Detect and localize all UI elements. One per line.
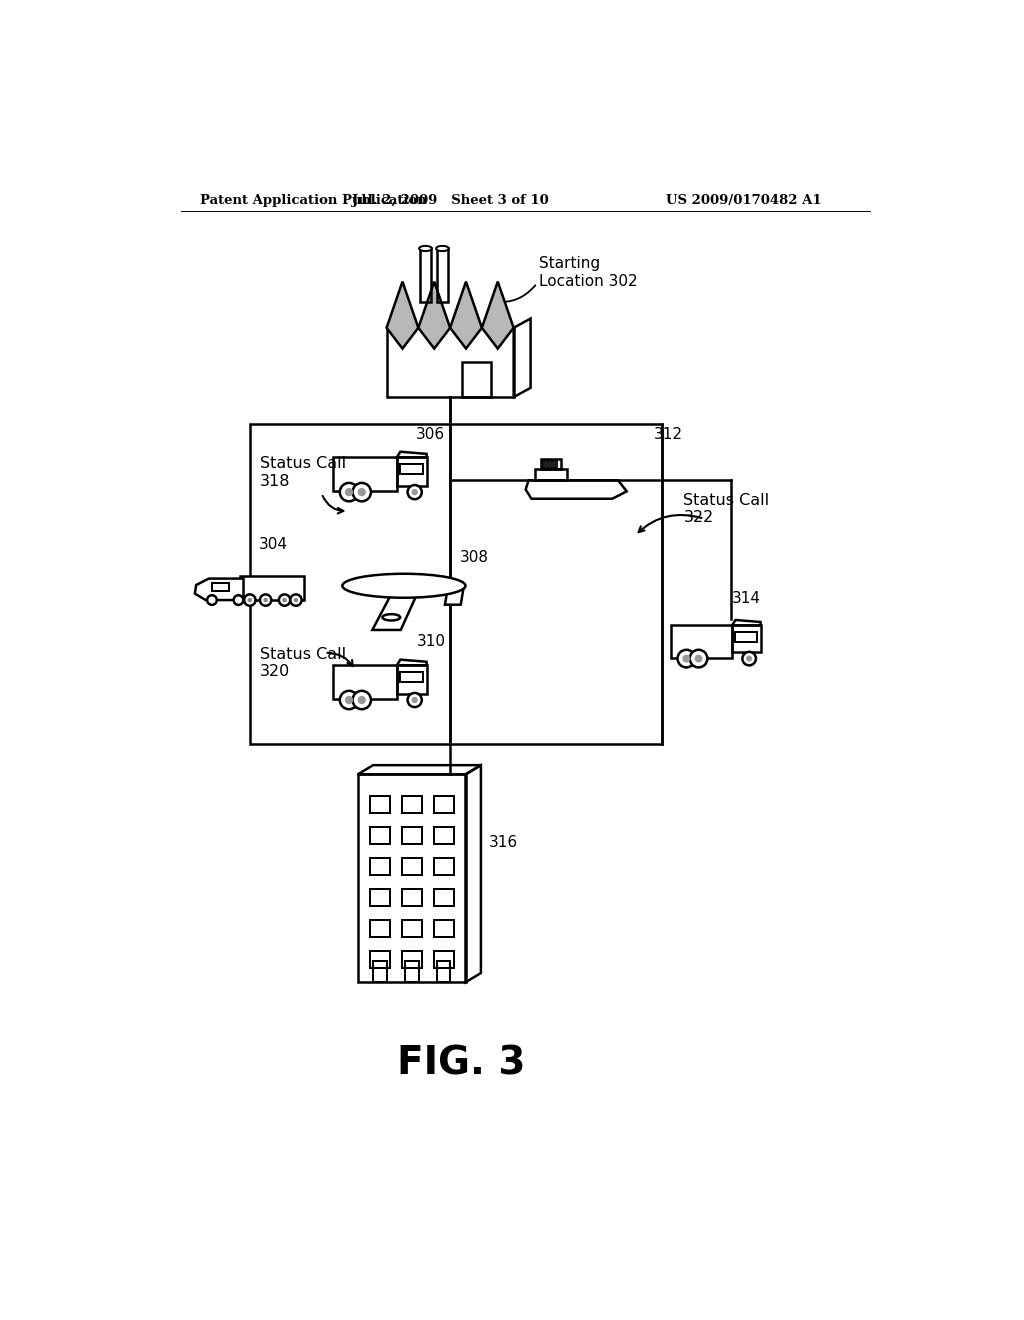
Bar bbox=[433, 890, 454, 907]
Circle shape bbox=[352, 483, 371, 502]
Circle shape bbox=[345, 488, 353, 496]
Bar bbox=[547, 461, 549, 467]
Bar bbox=[212, 583, 229, 591]
Bar bbox=[370, 828, 390, 845]
Ellipse shape bbox=[382, 614, 400, 620]
Bar bbox=[433, 952, 454, 969]
Circle shape bbox=[352, 690, 371, 709]
Bar bbox=[735, 632, 757, 642]
Circle shape bbox=[260, 594, 271, 606]
Bar bbox=[373, 961, 387, 982]
Bar bbox=[387, 327, 514, 397]
Text: Patent Application Publication: Patent Application Publication bbox=[200, 194, 427, 207]
Text: Starting
Location 302: Starting Location 302 bbox=[539, 256, 637, 289]
Bar bbox=[333, 458, 397, 491]
Circle shape bbox=[746, 656, 753, 661]
Circle shape bbox=[690, 649, 708, 668]
Bar bbox=[551, 461, 553, 467]
Polygon shape bbox=[451, 281, 482, 348]
Polygon shape bbox=[373, 589, 420, 630]
Polygon shape bbox=[387, 281, 419, 348]
Text: 312: 312 bbox=[654, 426, 683, 442]
Circle shape bbox=[207, 595, 217, 605]
Circle shape bbox=[742, 652, 756, 665]
Bar bbox=[436, 961, 451, 982]
Circle shape bbox=[345, 696, 353, 704]
Text: 310: 310 bbox=[417, 635, 445, 649]
Ellipse shape bbox=[342, 574, 466, 598]
Bar bbox=[671, 626, 732, 657]
Circle shape bbox=[408, 693, 422, 708]
Bar bbox=[401, 828, 422, 845]
Circle shape bbox=[412, 488, 418, 495]
Bar bbox=[541, 459, 561, 469]
Bar bbox=[543, 461, 545, 467]
Bar bbox=[397, 665, 427, 693]
Bar bbox=[400, 465, 423, 474]
Text: 314: 314 bbox=[732, 591, 761, 606]
Polygon shape bbox=[445, 586, 464, 605]
Circle shape bbox=[412, 697, 418, 704]
Bar bbox=[370, 952, 390, 969]
Bar bbox=[370, 920, 390, 937]
Ellipse shape bbox=[436, 246, 449, 251]
Bar bbox=[420, 248, 431, 302]
Bar bbox=[400, 672, 423, 682]
Bar bbox=[433, 828, 454, 845]
Circle shape bbox=[248, 598, 252, 602]
Bar bbox=[397, 458, 427, 486]
Bar bbox=[370, 796, 390, 813]
Bar bbox=[250, 424, 662, 743]
Circle shape bbox=[678, 649, 695, 668]
Circle shape bbox=[279, 594, 290, 606]
Text: 316: 316 bbox=[488, 834, 518, 850]
Ellipse shape bbox=[419, 246, 432, 251]
Bar bbox=[401, 952, 422, 969]
Bar bbox=[401, 890, 422, 907]
Polygon shape bbox=[419, 281, 451, 348]
Circle shape bbox=[694, 655, 702, 663]
Bar bbox=[333, 665, 397, 700]
Text: US 2009/0170482 A1: US 2009/0170482 A1 bbox=[666, 194, 821, 207]
Bar bbox=[401, 796, 422, 813]
Text: FIG. 3: FIG. 3 bbox=[397, 1044, 526, 1082]
Bar bbox=[732, 626, 761, 652]
Bar bbox=[241, 576, 303, 601]
Text: Status Call
318: Status Call 318 bbox=[260, 457, 346, 488]
Circle shape bbox=[263, 598, 268, 602]
Text: 304: 304 bbox=[258, 537, 288, 553]
Bar bbox=[370, 890, 390, 907]
Polygon shape bbox=[482, 281, 514, 348]
Circle shape bbox=[294, 598, 298, 602]
Circle shape bbox=[233, 595, 244, 605]
Circle shape bbox=[340, 690, 358, 709]
Text: Status Call
322: Status Call 322 bbox=[683, 492, 770, 525]
Bar bbox=[401, 920, 422, 937]
Text: Status Call
320: Status Call 320 bbox=[260, 647, 346, 678]
Bar bbox=[401, 858, 422, 875]
Bar bbox=[433, 920, 454, 937]
Bar bbox=[433, 858, 454, 875]
Bar bbox=[370, 858, 390, 875]
Bar bbox=[404, 961, 419, 982]
Text: 308: 308 bbox=[460, 549, 489, 565]
Bar bbox=[433, 796, 454, 813]
Circle shape bbox=[357, 488, 366, 496]
Circle shape bbox=[290, 594, 302, 606]
Circle shape bbox=[283, 598, 287, 602]
Bar bbox=[357, 775, 466, 982]
Circle shape bbox=[244, 594, 256, 606]
Circle shape bbox=[682, 655, 690, 663]
Bar bbox=[536, 469, 567, 480]
Text: Jul. 2, 2009   Sheet 3 of 10: Jul. 2, 2009 Sheet 3 of 10 bbox=[351, 194, 549, 207]
Circle shape bbox=[408, 484, 422, 499]
Bar bbox=[436, 248, 449, 302]
Polygon shape bbox=[195, 578, 244, 601]
Circle shape bbox=[340, 483, 358, 502]
Text: 306: 306 bbox=[417, 426, 445, 442]
Bar bbox=[555, 461, 557, 467]
Circle shape bbox=[357, 696, 366, 704]
Bar bbox=[462, 363, 490, 397]
